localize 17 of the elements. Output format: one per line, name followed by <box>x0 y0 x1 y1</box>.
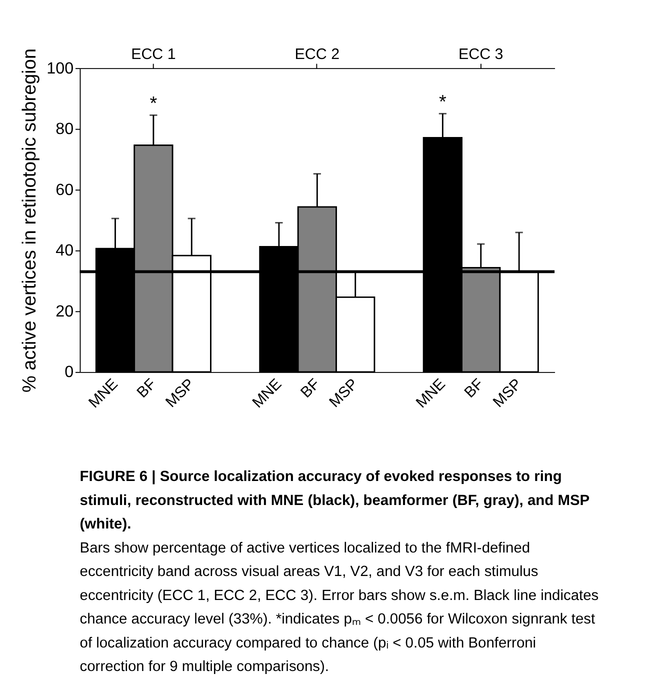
data-label: * <box>438 92 447 113</box>
x-tick-label: ECC 1 <box>131 46 176 64</box>
x-tick-label: ECC 3 <box>458 46 504 64</box>
y-tick-label: 20 <box>56 302 74 320</box>
y-tick-label: 100 <box>46 59 74 78</box>
y-tick-label: 60 <box>56 180 74 199</box>
text: BF <box>134 376 160 402</box>
text: BF <box>298 376 324 402</box>
text: Bars show percentage of active vertices localized to the fMRI-defined eccentricity band across visual areas V1, V2, and V3 for each stimulus eccentricity (ECC 1, ECC 2, ECC 3). Error bars show s.e.m. Black line indicates chance accuracy level (33%). *indicates pₘ < 0.0056 for Wilcoxon signrank test of localization accuracy compared to chance (pᵢ < 0.05 with Bonferroni correction for 9 multiple comparisons). <box>80 540 599 676</box>
y-tick-label: 80 <box>56 120 74 138</box>
data-label: * <box>150 93 158 114</box>
y-tick-label: 40 <box>56 242 74 260</box>
y-tick-label: 0 <box>64 363 74 382</box>
caption: FIGURE 6 | Source localization accuracy of evoked responses to ring stimuli, reconstructed with MNE (black), beamformer (BF, gray), and MSP (white). <box>80 469 590 533</box>
y-axis-title: % active vertices in retinotopic subregion <box>19 48 40 392</box>
text: BF <box>461 376 488 402</box>
x-tick-label: ECC 2 <box>294 46 340 64</box>
